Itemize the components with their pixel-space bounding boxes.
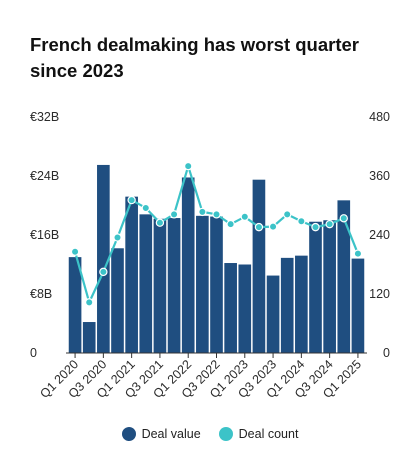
deal-count-point	[70, 247, 80, 256]
bar	[266, 275, 280, 353]
bar	[167, 218, 181, 353]
y-right-tick-label: 0	[383, 346, 390, 360]
deal-count-point	[325, 219, 334, 229]
legend-swatch-bar	[121, 427, 136, 441]
bar	[238, 264, 252, 353]
deal-count-point	[297, 217, 306, 226]
deal-count-point	[226, 219, 235, 229]
bar	[153, 218, 167, 353]
y-right-tick-label: 120	[369, 287, 390, 301]
bar	[68, 257, 82, 353]
deal-count-point	[155, 218, 165, 227]
bar	[82, 322, 96, 353]
bar	[309, 221, 322, 353]
deal-count-point	[198, 207, 207, 217]
deal-count-point	[212, 210, 221, 219]
bar	[196, 215, 209, 353]
bar	[210, 216, 223, 353]
bar	[295, 255, 308, 353]
deal-count-point	[339, 214, 348, 223]
deal-count-point	[283, 210, 292, 219]
deal-count-point	[268, 222, 278, 231]
bar	[125, 196, 138, 353]
deal-count-point	[85, 298, 94, 307]
bar	[224, 263, 237, 353]
bar	[323, 220, 336, 353]
deal-count-point	[169, 210, 179, 219]
legend-swatch-line	[218, 427, 233, 441]
legend-item-deal-count[interactable]: Deal count	[218, 427, 299, 441]
legend-label-deal-value: Deal value	[141, 427, 201, 441]
y-left-tick-label: €32B	[30, 110, 59, 124]
deal-count-point	[240, 212, 249, 222]
y-right-tick-label: 360	[369, 169, 390, 183]
deal-count-point	[184, 161, 193, 171]
deal-count-point	[141, 203, 150, 213]
bar	[337, 200, 351, 353]
bar	[181, 177, 195, 353]
y-right-tick-label: 240	[369, 228, 390, 242]
deal-count-point	[99, 267, 108, 277]
bar	[351, 258, 365, 353]
legend: Deal value Deal count	[0, 427, 420, 441]
deal-count-point	[311, 222, 320, 232]
bar	[252, 179, 266, 353]
y-left-tick-label: €16B	[30, 228, 59, 242]
bar	[139, 214, 153, 353]
bar	[111, 248, 124, 353]
deal-count-point	[113, 233, 122, 242]
bar	[280, 257, 294, 353]
y-left-tick-label: €24B	[30, 169, 59, 183]
deal-count-point	[127, 195, 136, 205]
y-right-tick-label: 480	[369, 110, 390, 124]
y-left-tick-label: €8B	[30, 287, 52, 301]
bar	[97, 164, 110, 353]
chart-title: French dealmaking has worst quarter sinc…	[30, 34, 359, 81]
legend-label-deal-count: Deal count	[238, 427, 299, 441]
deal-count-point	[254, 222, 264, 232]
y-left-tick-label: 0	[30, 346, 37, 360]
deal-count-point	[353, 249, 363, 258]
legend-item-deal-value[interactable]: Deal value	[121, 427, 201, 441]
